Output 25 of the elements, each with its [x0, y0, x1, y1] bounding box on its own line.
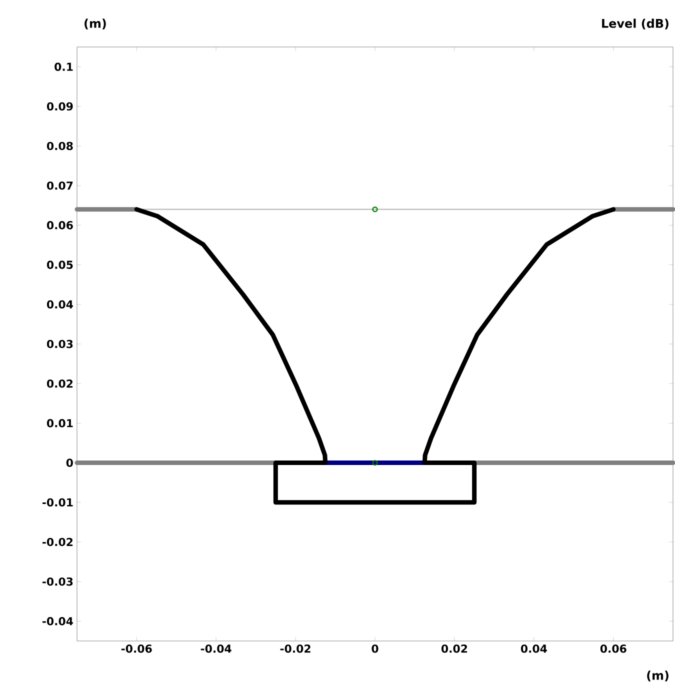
- x-tick-label: -0.04: [200, 644, 232, 653]
- y-tick-label: -0.03: [42, 577, 73, 586]
- y-tick-label: -0.02: [42, 538, 73, 546]
- x-tick-label: -0.06: [121, 644, 152, 653]
- y-tick-label: 0.01: [46, 419, 73, 428]
- y-tick-label: 0.07: [46, 181, 73, 190]
- y-tick-label: 0.02: [46, 379, 73, 388]
- y2-axis-title: Level (dB): [602, 18, 668, 30]
- y-tick-label: 0.1: [54, 62, 73, 71]
- x-tick-label: 0: [372, 644, 378, 653]
- y-tick-label: 0.04: [46, 300, 73, 309]
- x-tick-label: 0.06: [600, 644, 626, 653]
- y-tick-label: 0.06: [46, 221, 73, 230]
- y-tick-label: 0.09: [46, 102, 73, 111]
- y-tick-label: 0.08: [46, 142, 73, 150]
- x-tick-label: -0.02: [280, 644, 310, 653]
- x-tick-label: 0.04: [520, 644, 547, 653]
- y-tick-label: 0: [66, 458, 73, 467]
- x-tick-label: 0.02: [441, 644, 468, 653]
- y-tick-label: 0.05: [46, 260, 73, 269]
- y-tick-label: -0.04: [42, 617, 73, 626]
- y-axis-title: (m): [84, 18, 106, 30]
- x-axis-title: (m): [647, 670, 668, 682]
- y-tick-label: 0.03: [46, 340, 73, 348]
- y-tick-label: -0.01: [42, 498, 73, 507]
